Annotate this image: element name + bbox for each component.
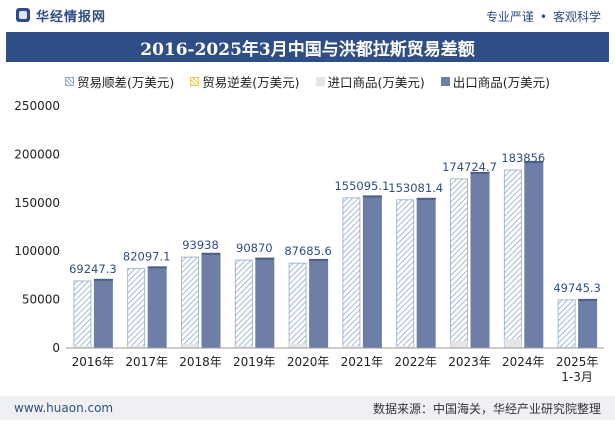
legend-label-import: 进口商品(万美元) [327, 74, 425, 90]
data-label: 93938 [182, 238, 219, 252]
legend-item-export[interactable]: 出口商品(万美元) [440, 72, 551, 91]
chart-title: 2016-2025年3月中国与洪都拉斯贸易差额 [6, 32, 609, 62]
legend-item-surplus[interactable]: 贸易顺差(万美元) [64, 72, 175, 91]
slogan: 专业严谨 • 客观科学 [486, 8, 601, 25]
bar-trade-surplus[interactable] [396, 199, 415, 349]
x-tick-label: 2020年 [287, 355, 330, 369]
bar-export-cap [147, 266, 167, 269]
y-tick-label: 150000 [14, 196, 60, 210]
data-label: 174724.7 [442, 160, 497, 174]
bar-import[interactable] [235, 345, 253, 348]
legend-item-deficit[interactable]: 贸易逆差(万美元) [190, 72, 300, 91]
bar-trade-surplus[interactable] [127, 268, 146, 349]
x-tick-label: 2017年 [125, 355, 168, 369]
data-label: 183856 [501, 151, 545, 165]
bar-import[interactable] [289, 343, 307, 348]
legend-label-export: 出口商品(万美元) [452, 74, 551, 90]
footer-source: 数据来源：中国海关，华经产业研究院整理 [372, 401, 601, 416]
legend-item-import[interactable]: 进口商品(万美元) [315, 72, 425, 91]
y-tick-label: 200000 [14, 147, 60, 161]
bar-trade-surplus[interactable] [234, 259, 253, 349]
bar-chart: 0 50000 100000 150000 200000 250000 69247.3 82… [14, 99, 604, 384]
bar-export[interactable] [93, 278, 113, 348]
bar-trade-surplus[interactable] [342, 197, 361, 349]
bar-export[interactable] [416, 197, 436, 348]
bar-trade-surplus[interactable] [73, 280, 92, 349]
bar-export-cap [93, 278, 113, 281]
y-tick-label: 0 [52, 341, 60, 355]
data-label: 153081.4 [388, 181, 443, 195]
brand[interactable]: 华经情报网 [16, 6, 106, 25]
bar-export-cap [255, 257, 275, 260]
huaon-logo-icon [16, 8, 30, 22]
legend-swatch-deficit [190, 76, 200, 86]
legend-swatch-import [315, 76, 325, 86]
bar-export[interactable] [524, 161, 544, 348]
footer: www.huaon.com 数据来源：中国海关，华经产业研究院整理 [0, 396, 615, 420]
bar-trade-surplus[interactable] [288, 262, 307, 349]
bar-import[interactable] [127, 345, 145, 348]
bar-trade-surplus[interactable] [181, 256, 199, 349]
bar-export-cap [524, 161, 544, 164]
bar-import[interactable] [504, 339, 522, 348]
y-tick-label: 100000 [14, 244, 60, 258]
data-label: 82097.1 [123, 250, 171, 264]
y-axis: 0 50000 100000 150000 200000 250000 [14, 99, 60, 355]
bar-trade-surplus[interactable] [503, 169, 522, 349]
top-bar: 华经情报网 专业严谨 • 客观科学 [0, 0, 615, 30]
legend-label-surplus: 贸易顺差(万美元) [76, 74, 175, 90]
y-tick-label: 50000 [22, 293, 60, 307]
x-axis: 2016年 2017年 2018年 2019年 2020年 2021年 2022年 2023年… [66, 347, 604, 384]
footer-site-link[interactable]: www.huaon.com [14, 401, 114, 415]
x-tick-label: 2024年 [502, 355, 545, 369]
data-label: 49745.3 [553, 281, 601, 295]
x-tick-label: 2021年 [341, 355, 384, 369]
bullet-icon: • [539, 10, 547, 24]
slogan-left: 专业严谨 [485, 10, 534, 24]
x-tick-label: 2025年 [556, 355, 599, 369]
data-label: 90870 [236, 241, 273, 255]
bar-import[interactable] [73, 345, 91, 348]
bar-import[interactable] [181, 343, 199, 348]
bar-export-cap [416, 197, 436, 200]
legend-swatch-surplus [64, 76, 74, 86]
legend-swatch-export [440, 76, 450, 86]
x-tick-label: 1-3月 [561, 370, 593, 384]
x-tick-label: 2019年 [233, 355, 276, 369]
bar-trade-surplus[interactable] [450, 178, 468, 349]
brand-name: 华经情报网 [36, 9, 107, 25]
bar-import[interactable] [342, 345, 360, 348]
bar-export-cap [362, 195, 382, 198]
bar-import[interactable] [396, 346, 414, 348]
bar-export-cap [201, 252, 221, 255]
bar-export[interactable] [201, 252, 221, 348]
bar-export[interactable] [470, 171, 490, 348]
x-tick-label: 2022年 [394, 355, 437, 369]
x-tick-label: 2018年 [179, 355, 222, 369]
x-tick-label: 2023年 [448, 355, 491, 369]
chart-legend: 贸易顺差(万美元) 贸易逆差(万美元) 进口商品(万美元) 出口商品(万美元) [0, 70, 615, 92]
legend-label-deficit: 贸易逆差(万美元) [202, 74, 300, 90]
bar-export[interactable] [147, 266, 167, 348]
bar-export-cap [309, 258, 329, 261]
data-label: 69247.3 [69, 262, 117, 276]
bar-import[interactable] [450, 341, 468, 348]
bar-export[interactable] [309, 258, 329, 348]
slogan-right: 客观科学 [552, 10, 601, 24]
bar-trade-surplus[interactable] [557, 299, 576, 349]
bar-export[interactable] [362, 195, 382, 348]
x-tick-label: 2016年 [72, 355, 115, 369]
data-label: 87685.6 [284, 244, 332, 258]
y-tick-label: 250000 [14, 99, 60, 113]
bar-export-cap [470, 171, 490, 174]
bar-export-cap [578, 298, 598, 301]
data-label: 155095.1 [334, 179, 389, 193]
bar-export[interactable] [255, 257, 275, 348]
bar-export[interactable] [578, 298, 598, 348]
